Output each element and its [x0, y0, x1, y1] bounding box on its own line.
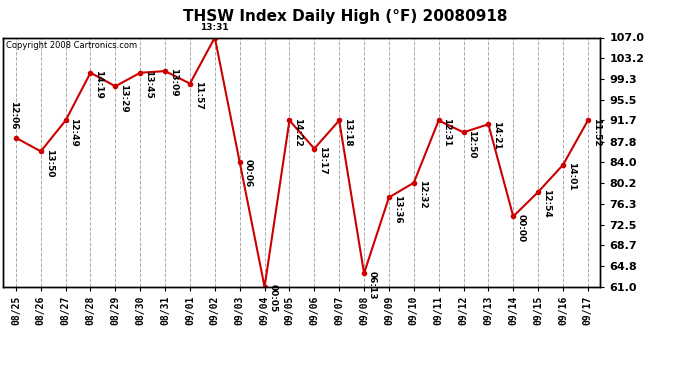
Text: 00:00: 00:00	[517, 214, 526, 242]
Text: 11:52: 11:52	[592, 118, 601, 146]
Text: 13:09: 13:09	[169, 68, 178, 97]
Text: 12:31: 12:31	[442, 118, 451, 146]
Text: 13:31: 13:31	[201, 23, 229, 32]
Text: 13:50: 13:50	[45, 148, 54, 177]
Text: 13:45: 13:45	[144, 70, 153, 99]
Text: 11:57: 11:57	[194, 81, 203, 110]
Text: 14:22: 14:22	[293, 118, 302, 146]
Text: 00:05: 00:05	[268, 284, 277, 312]
Text: THSW Index Daily High (°F) 20080918: THSW Index Daily High (°F) 20080918	[183, 9, 507, 24]
Text: 13:29: 13:29	[119, 84, 128, 112]
Text: 14:21: 14:21	[492, 122, 501, 150]
Text: 14:19: 14:19	[95, 70, 103, 99]
Text: 13:36: 13:36	[393, 195, 402, 223]
Text: 12:49: 12:49	[70, 118, 79, 147]
Text: 12:06: 12:06	[8, 101, 18, 129]
Text: 00:06: 00:06	[244, 159, 253, 188]
Text: 13:17: 13:17	[318, 146, 327, 175]
Text: Copyright 2008 Cartronics.com: Copyright 2008 Cartronics.com	[6, 41, 137, 50]
Text: 12:50: 12:50	[467, 130, 476, 158]
Text: 12:54: 12:54	[542, 189, 551, 218]
Text: 14:01: 14:01	[566, 162, 576, 191]
Text: 13:18: 13:18	[343, 118, 352, 146]
Text: 06:13: 06:13	[368, 270, 377, 299]
Text: 12:32: 12:32	[417, 180, 426, 209]
